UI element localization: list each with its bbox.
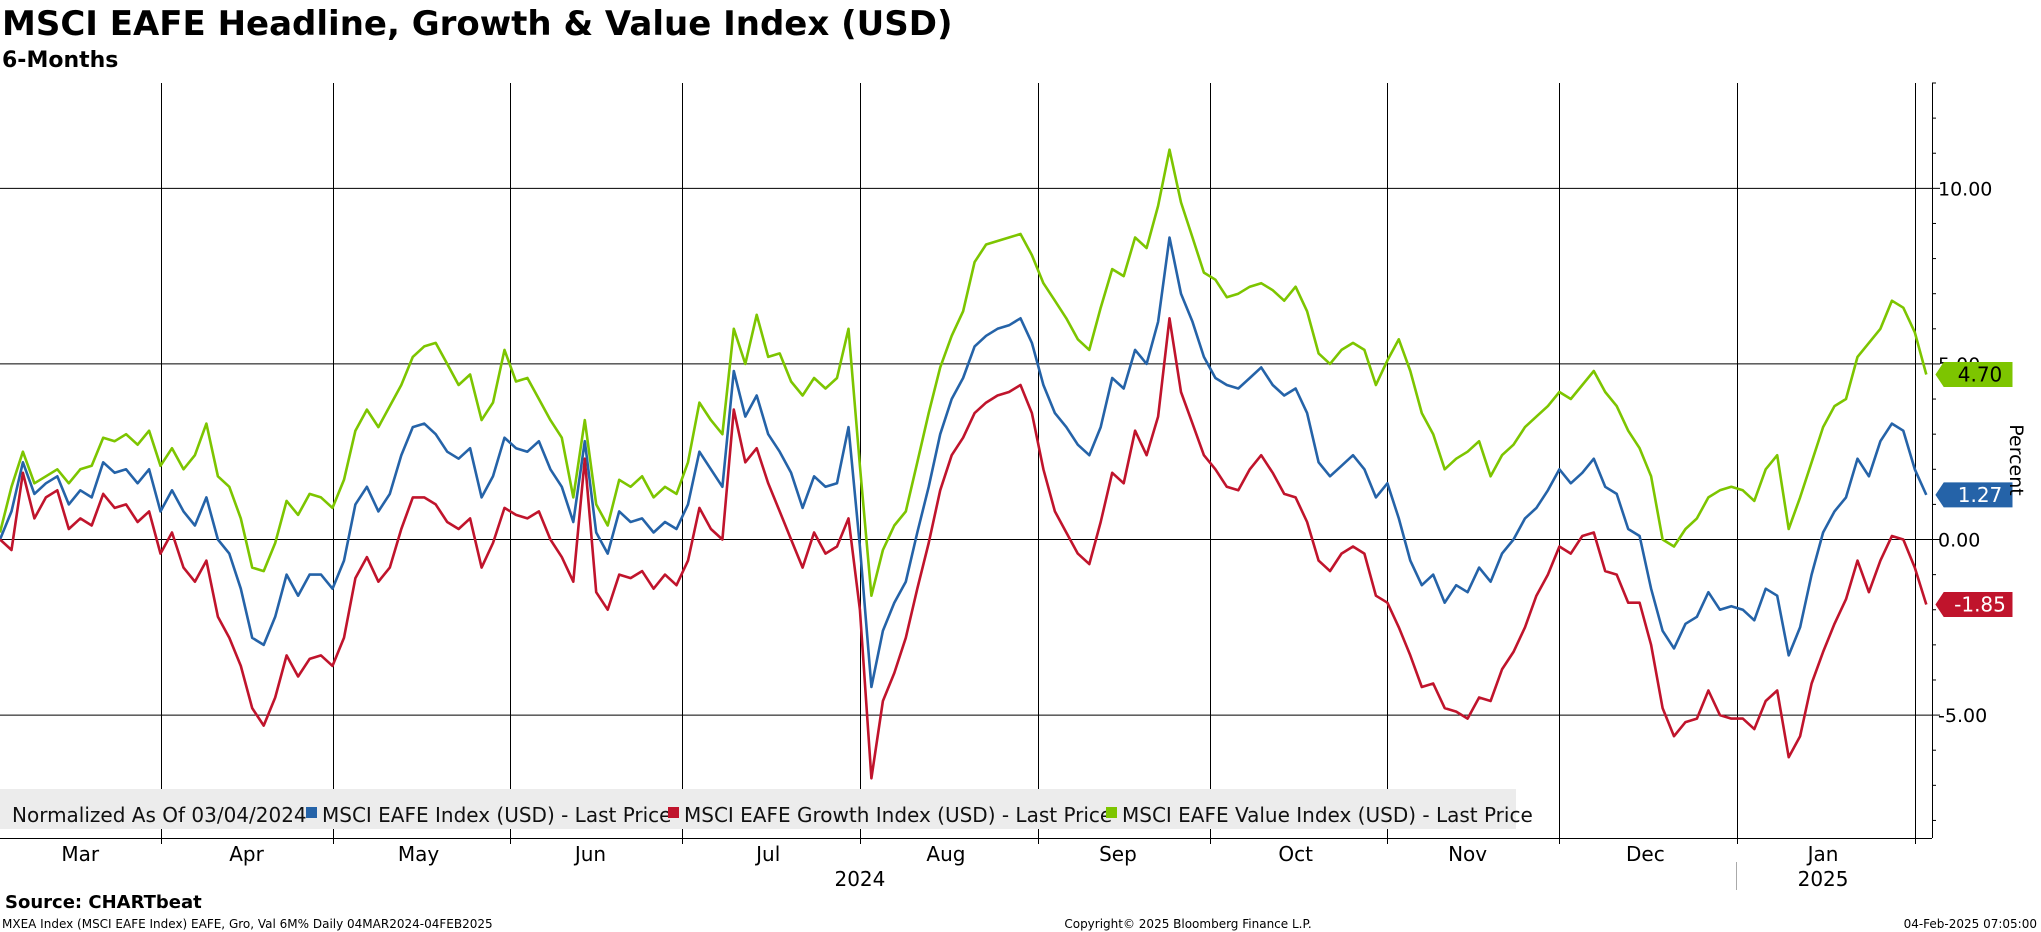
last-value-label-3: 4.70	[1958, 362, 2003, 386]
series-line-3	[0, 148, 1928, 598]
month-label: Sep	[1099, 842, 1137, 866]
month-label: Mar	[61, 842, 100, 866]
year-label: 2024	[834, 867, 885, 891]
last-value-tag-2	[1935, 591, 2013, 617]
month-label: Jan	[1806, 842, 1839, 866]
series-line-1	[0, 236, 1928, 689]
last-value-label-1: 1.27	[1958, 483, 2003, 507]
plot-area	[0, 148, 1928, 780]
legend-swatch-3	[1106, 807, 1117, 818]
last-value-tag-1	[1935, 482, 2013, 508]
y-axis-label: Percent	[2005, 424, 2027, 496]
month-label: Aug	[926, 842, 965, 866]
last-value-tag-3	[1935, 361, 2013, 387]
x-axis: Mar Apr May Jun Jul Aug Sep Oct Nov Dec Jan 2024 202…	[0, 838, 1932, 891]
legend: Normalized As Of 03/04/2024 MSCI EAFE Ind…	[0, 789, 1533, 829]
y-tick-label: 10.00	[1938, 178, 1992, 200]
gridlines	[0, 83, 1933, 838]
legend-swatch-2	[668, 807, 679, 818]
legend-box	[0, 789, 1516, 829]
month-label: May	[398, 842, 440, 866]
chart-title: MSCI EAFE Headline, Growth & Value Index…	[2, 4, 953, 44]
legend-prefix: Normalized As Of 03/04/2024	[12, 803, 307, 827]
legend-label-2: MSCI EAFE Growth Index (USD) - Last Pric…	[684, 803, 1112, 827]
y-tick-label: -5.00	[1938, 705, 1987, 727]
y-axis: 10.005.000.00-5.00	[1932, 82, 1992, 821]
month-label: Jul	[754, 842, 780, 866]
chart-subtitle: 6-Months	[2, 48, 118, 73]
month-label: Dec	[1626, 842, 1665, 866]
legend-swatch-1	[306, 807, 317, 818]
month-label: Oct	[1278, 842, 1313, 866]
footer-left: MXEA Index (MSCI EAFE Index) EAFE, Gro, …	[2, 917, 493, 931]
source-label: Source: CHARTbeat	[5, 892, 202, 913]
legend-label-3: MSCI EAFE Value Index (USD) - Last Price	[1122, 803, 1533, 827]
last-value-label-2: -1.85	[1954, 592, 2006, 616]
month-label: Jun	[573, 842, 606, 866]
month-label: Nov	[1448, 842, 1487, 866]
legend-label-1: MSCI EAFE Index (USD) - Last Price	[322, 803, 671, 827]
footer-timestamp: 04-Feb-2025 07:05:00	[1904, 917, 2037, 931]
month-label: Apr	[229, 842, 264, 866]
y-tick-label: 0.00	[1938, 530, 1980, 552]
footer-copyright: Copyright© 2025 Bloomberg Finance L.P.	[1064, 917, 1311, 931]
last-value-tags: 1.27 -1.85 4.70	[1935, 361, 2013, 617]
series-line-2	[0, 316, 1928, 780]
year-label: 2025	[1798, 867, 1849, 891]
series-lines	[0, 148, 1928, 780]
